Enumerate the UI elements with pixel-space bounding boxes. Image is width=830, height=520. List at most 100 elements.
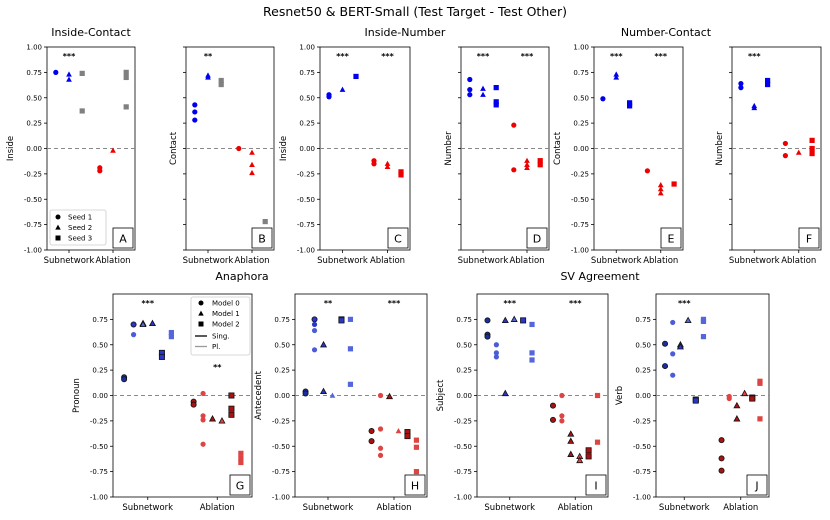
y-tick-label: 0.50 xyxy=(456,341,472,349)
data-point xyxy=(662,340,669,347)
y-tick-label: -0.50 xyxy=(272,443,290,451)
y-tick-label: 0.50 xyxy=(274,341,290,349)
y-tick-label: -0.50 xyxy=(454,443,472,451)
x-tick-label: Ablation xyxy=(234,256,269,266)
y-axis-label: Antecedent xyxy=(254,370,264,420)
x-tick-label: Subnetwork xyxy=(659,503,710,513)
data-point xyxy=(66,76,72,82)
data-point xyxy=(524,164,530,170)
data-point xyxy=(657,182,664,188)
panel-d: Number Subnetwork Ablation *** *** D xyxy=(444,46,550,266)
data-point xyxy=(66,71,72,77)
legend-label: Seed 2 xyxy=(68,224,92,232)
data-point xyxy=(549,416,556,423)
data-point xyxy=(97,168,103,174)
data-point xyxy=(501,316,509,324)
significance-marker: *** xyxy=(654,52,667,61)
data-point xyxy=(384,160,391,166)
y-tick-label: 0.75 xyxy=(573,69,589,77)
data-point xyxy=(192,117,198,123)
group-title: SV Agreement xyxy=(560,270,640,283)
y-tick-label: 0.75 xyxy=(26,69,42,77)
panel-letter-box xyxy=(585,474,607,496)
data-point xyxy=(501,389,509,397)
data-point xyxy=(130,332,137,338)
y-tick-label: -1.00 xyxy=(272,494,290,502)
x-tick-label: Subnetwork xyxy=(122,503,173,513)
x-tick-label: Ablation xyxy=(509,256,544,266)
data-point xyxy=(377,392,384,399)
group-title: Anaphora xyxy=(215,270,268,283)
x-tick-label: Subnetwork xyxy=(591,256,642,266)
data-point xyxy=(751,104,758,111)
y-axis-label: Number xyxy=(715,131,725,166)
data-point xyxy=(353,73,359,80)
data-point xyxy=(644,168,651,174)
x-tick-label: Subnetwork xyxy=(458,256,509,266)
significance-marker: *** xyxy=(477,52,490,61)
data-point xyxy=(718,437,725,444)
data-point xyxy=(395,428,402,434)
data-point xyxy=(467,76,473,83)
data-point xyxy=(738,85,744,91)
data-point xyxy=(493,99,499,105)
data-point xyxy=(311,347,318,353)
y-tick-label: 1.00 xyxy=(26,44,42,52)
panel-g: -1.00 -0.75 -0.50 -0.25 0.00 0.25 0.50 0.75 Pron… xyxy=(72,293,253,513)
legend-marker-triangle-icon xyxy=(55,224,61,230)
significance-marker: *** xyxy=(678,299,691,308)
y-tick-label: 0.25 xyxy=(92,367,108,375)
data-point xyxy=(368,438,375,445)
x-tick-label: Subnetwork xyxy=(317,256,368,266)
data-point xyxy=(657,186,664,192)
data-point xyxy=(249,161,255,167)
data-point xyxy=(385,392,394,400)
data-point xyxy=(700,334,707,340)
significance-marker: ** xyxy=(324,299,333,308)
y-tick-label: 0.25 xyxy=(26,120,42,128)
data-point xyxy=(733,415,741,422)
x-tick-label: Ablation xyxy=(376,503,411,513)
y-tick-label: -0.75 xyxy=(24,221,42,229)
data-point xyxy=(347,381,354,387)
data-point xyxy=(684,316,692,324)
y-tick-label: -0.75 xyxy=(571,221,589,229)
y-tick-label: 0.50 xyxy=(635,341,651,349)
panel-letter: B xyxy=(258,233,266,246)
data-point xyxy=(311,316,318,323)
data-point xyxy=(480,85,486,91)
data-point xyxy=(377,452,384,458)
data-point xyxy=(302,390,309,397)
y-tick-label: -1.00 xyxy=(633,494,651,502)
data-point xyxy=(398,172,404,178)
figure-title: Resnet50 & BERT-Small (Test Target - Tes… xyxy=(263,4,567,19)
data-point xyxy=(738,80,744,87)
data-point xyxy=(228,411,235,418)
data-point xyxy=(319,387,328,395)
data-point xyxy=(123,104,129,110)
data-point xyxy=(809,145,815,152)
y-tick-label: -0.75 xyxy=(633,468,651,476)
panel-letter-box xyxy=(112,227,134,249)
data-point xyxy=(511,167,517,173)
legend-frame xyxy=(190,296,251,356)
data-point xyxy=(238,455,244,462)
group-title: Number-Contact xyxy=(621,26,712,39)
y-tick-label: -0.50 xyxy=(90,443,108,451)
y-axis-label: Contact xyxy=(553,131,563,165)
data-point xyxy=(559,413,565,419)
data-point xyxy=(741,389,749,397)
data-point xyxy=(493,102,499,108)
data-point xyxy=(218,81,224,88)
data-point xyxy=(537,162,543,168)
x-tick-label: Subnetwork xyxy=(183,256,234,266)
data-point xyxy=(238,450,244,456)
data-point xyxy=(493,85,499,91)
data-point xyxy=(809,150,815,157)
y-tick-label: -1.00 xyxy=(454,494,472,502)
y-tick-label: -0.25 xyxy=(454,417,472,425)
panel-c: -1.00 -0.75 -0.50 -0.25 0.00 0.25 0.50 0.75 1.00… xyxy=(279,44,411,266)
data-point xyxy=(657,190,664,196)
y-tick-label: 0.50 xyxy=(573,94,589,102)
